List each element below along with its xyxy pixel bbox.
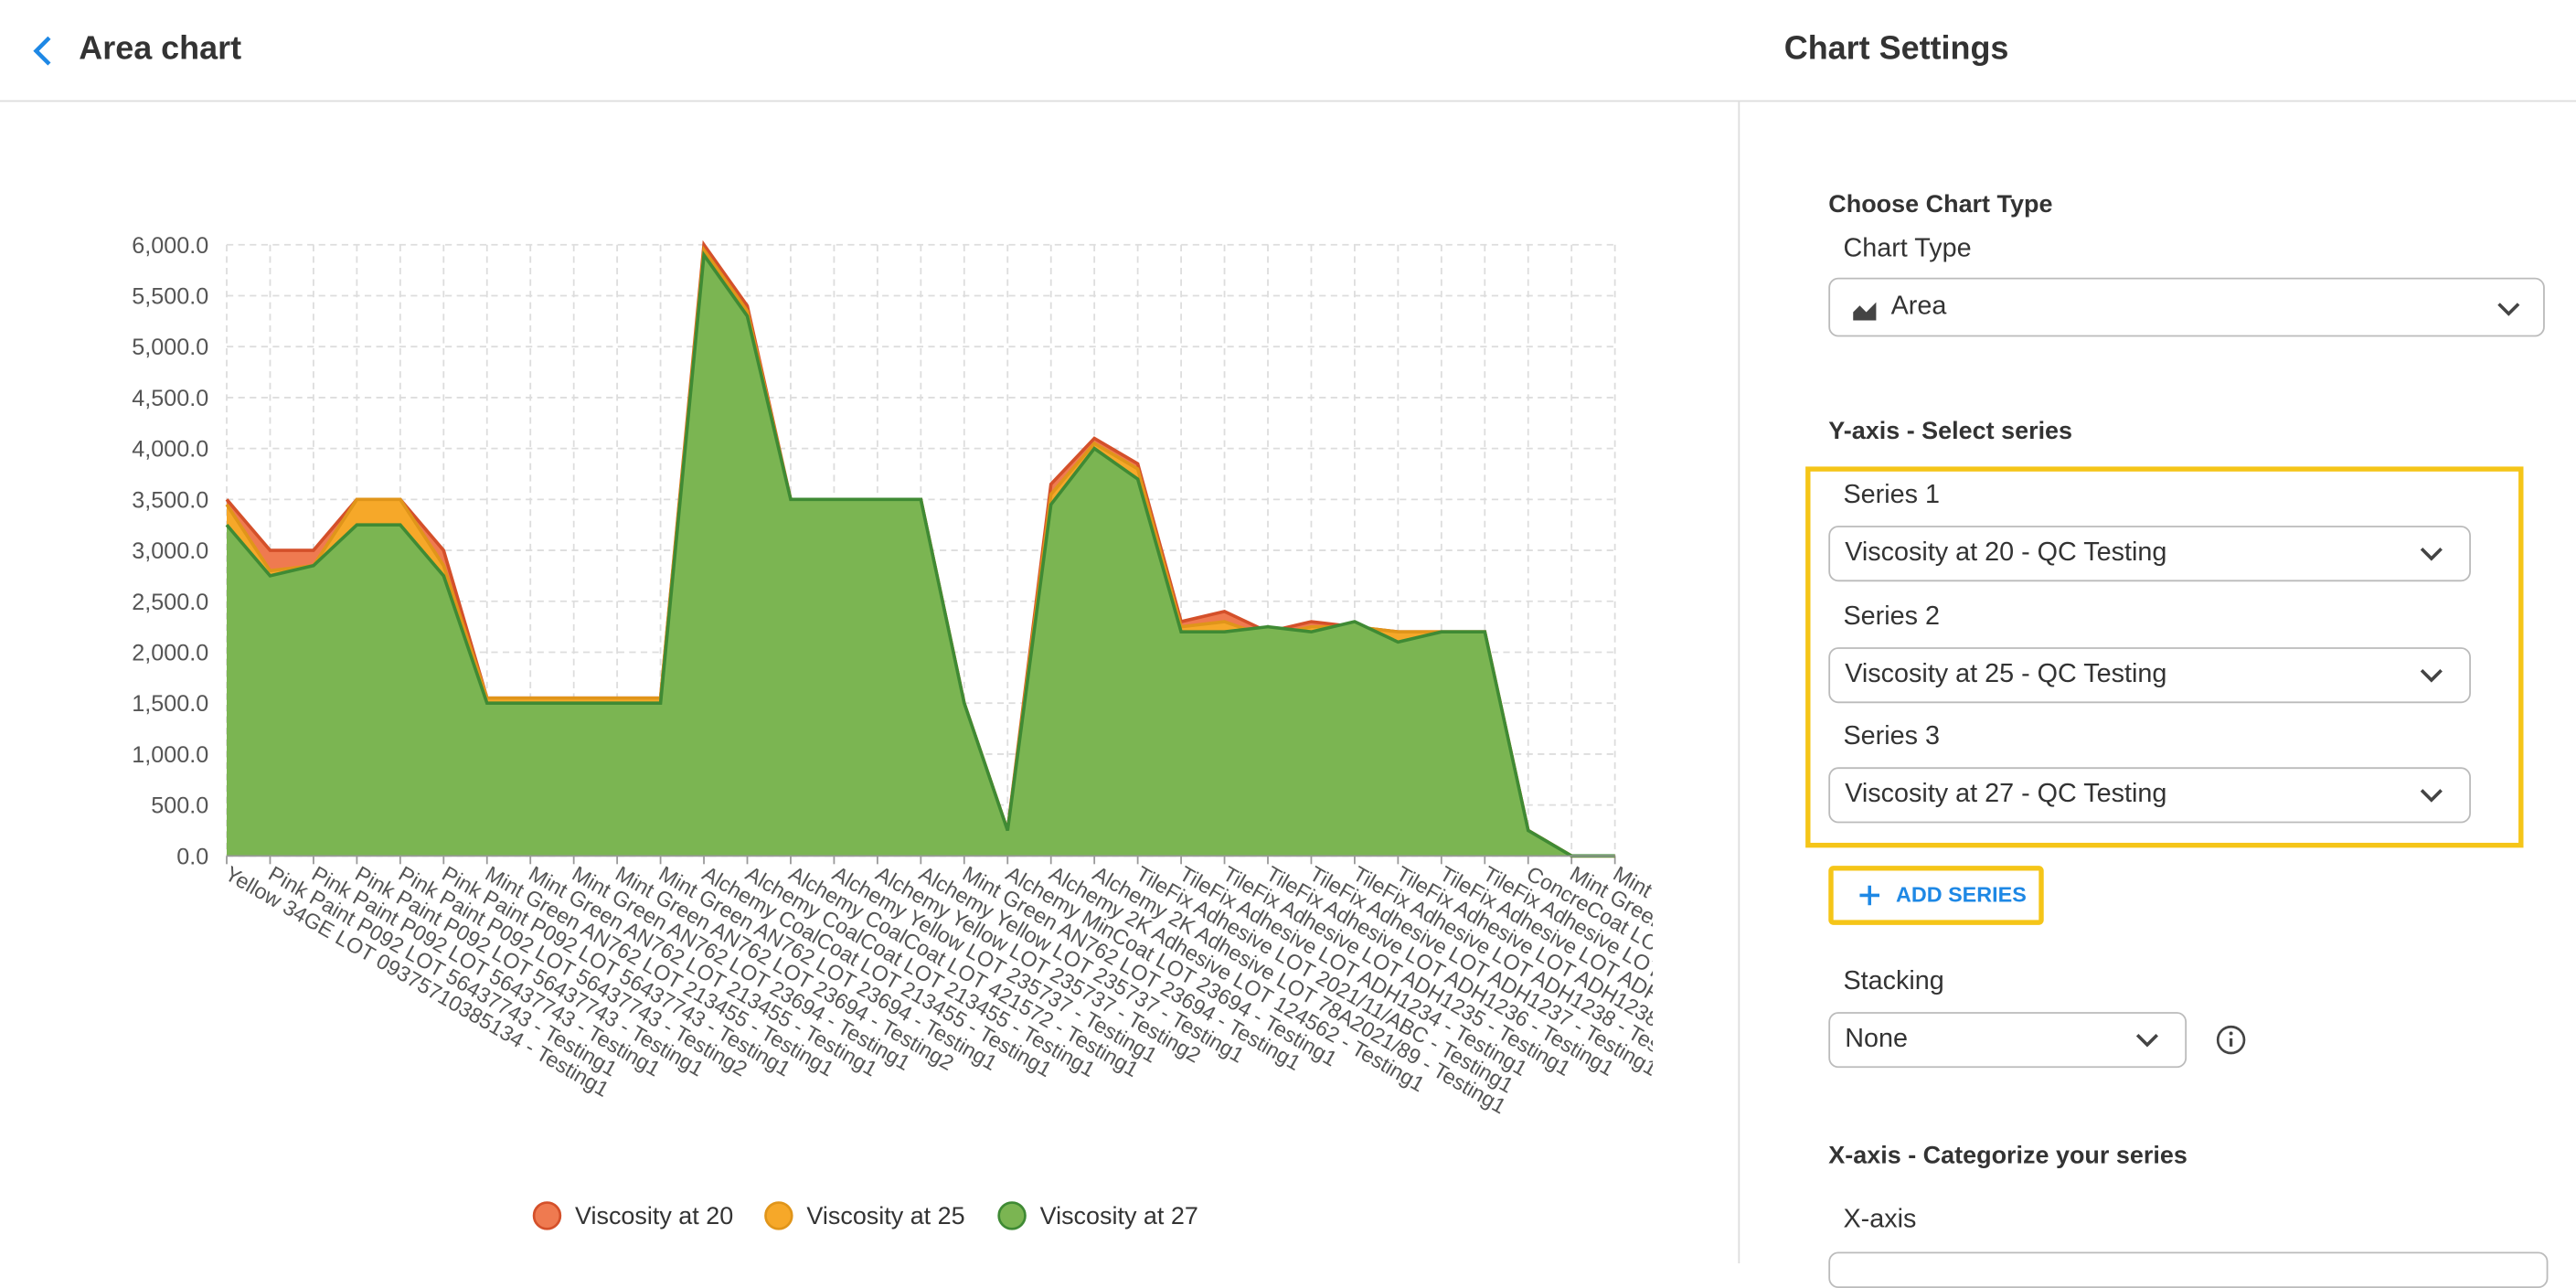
legend-marker (997, 1201, 1027, 1230)
legend-marker (764, 1201, 793, 1230)
chart-type-select[interactable]: Area (1828, 277, 2545, 337)
y-tick-label: 4,000.0 (132, 437, 208, 463)
y-tick-label: 5,000.0 (132, 335, 208, 360)
y-tick-label: 5,500.0 (132, 283, 208, 309)
add-series-button[interactable]: ADD SERIES (1828, 866, 2044, 925)
y-tick-label: 3,500.0 (132, 487, 208, 513)
y-tick-label: 6,000.0 (132, 233, 208, 259)
legend-label: Viscosity at 25 (806, 1202, 964, 1229)
series-select[interactable]: Viscosity at 25 - QC Testing (1828, 646, 2471, 703)
field-label: X-axis (1843, 1206, 1917, 1234)
field-label: Series 1 (1843, 481, 1940, 510)
settings-title: Chart Settings (1783, 31, 2009, 68)
x-axis-select[interactable] (1828, 1251, 2549, 1288)
field-label: Series 2 (1843, 601, 1940, 631)
chart: 0.0 500.0 1,000.0 1,500.0 2,000.0 2,500.0 3,00… (132, 233, 1653, 1230)
field-label: Chart Type (1843, 234, 1972, 263)
select-value: Viscosity at 20 - QC Testing (1845, 538, 2167, 568)
y-tick-label: 3,000.0 (132, 538, 208, 564)
y-tick-label: 500.0 (151, 793, 208, 819)
select-value: Viscosity at 27 - QC Testing (1845, 780, 2167, 809)
y-tick-label: 2,500.0 (132, 590, 208, 615)
series-select[interactable]: Viscosity at 20 - QC Testing (1828, 526, 2471, 582)
section-label: Choose Chart Type (1828, 190, 2053, 219)
field-label: Stacking (1843, 967, 1944, 996)
page-title: Area chart (79, 31, 242, 68)
y-tick-label: 4,500.0 (132, 386, 208, 411)
select-value: Viscosity at 25 - QC Testing (1845, 659, 2167, 688)
area-line (225, 250, 1615, 858)
info-icon[interactable] (2215, 1024, 2248, 1057)
y-tick-label: 0.0 (176, 844, 208, 869)
y-tick-label: 1,000.0 (132, 742, 208, 768)
field-label: Series 3 (1843, 722, 1940, 751)
header-divider (0, 100, 2576, 102)
legend-label: Viscosity at 27 (1040, 1202, 1198, 1229)
select-value: None (1845, 1025, 1908, 1054)
area (227, 254, 1615, 857)
series-select[interactable]: Viscosity at 27 - QC Testing (1828, 767, 2471, 824)
panel-divider (1738, 101, 1740, 1264)
y-tick-label: 1,500.0 (132, 691, 208, 717)
section-label: X-axis - Categorize your series (1828, 1142, 2187, 1170)
button-label: ADD SERIES (1895, 882, 2027, 908)
series-highlight (1805, 466, 2524, 848)
select-value: Area (1890, 292, 1947, 321)
back-button[interactable] (29, 33, 56, 69)
y-tick-label: 2,000.0 (132, 640, 208, 665)
stacking-select[interactable]: None (1828, 1012, 2187, 1069)
legend-marker (532, 1201, 562, 1230)
section-label: Y-axis - Select series (1828, 417, 2073, 446)
legend-label: Viscosity at 20 (575, 1202, 733, 1229)
